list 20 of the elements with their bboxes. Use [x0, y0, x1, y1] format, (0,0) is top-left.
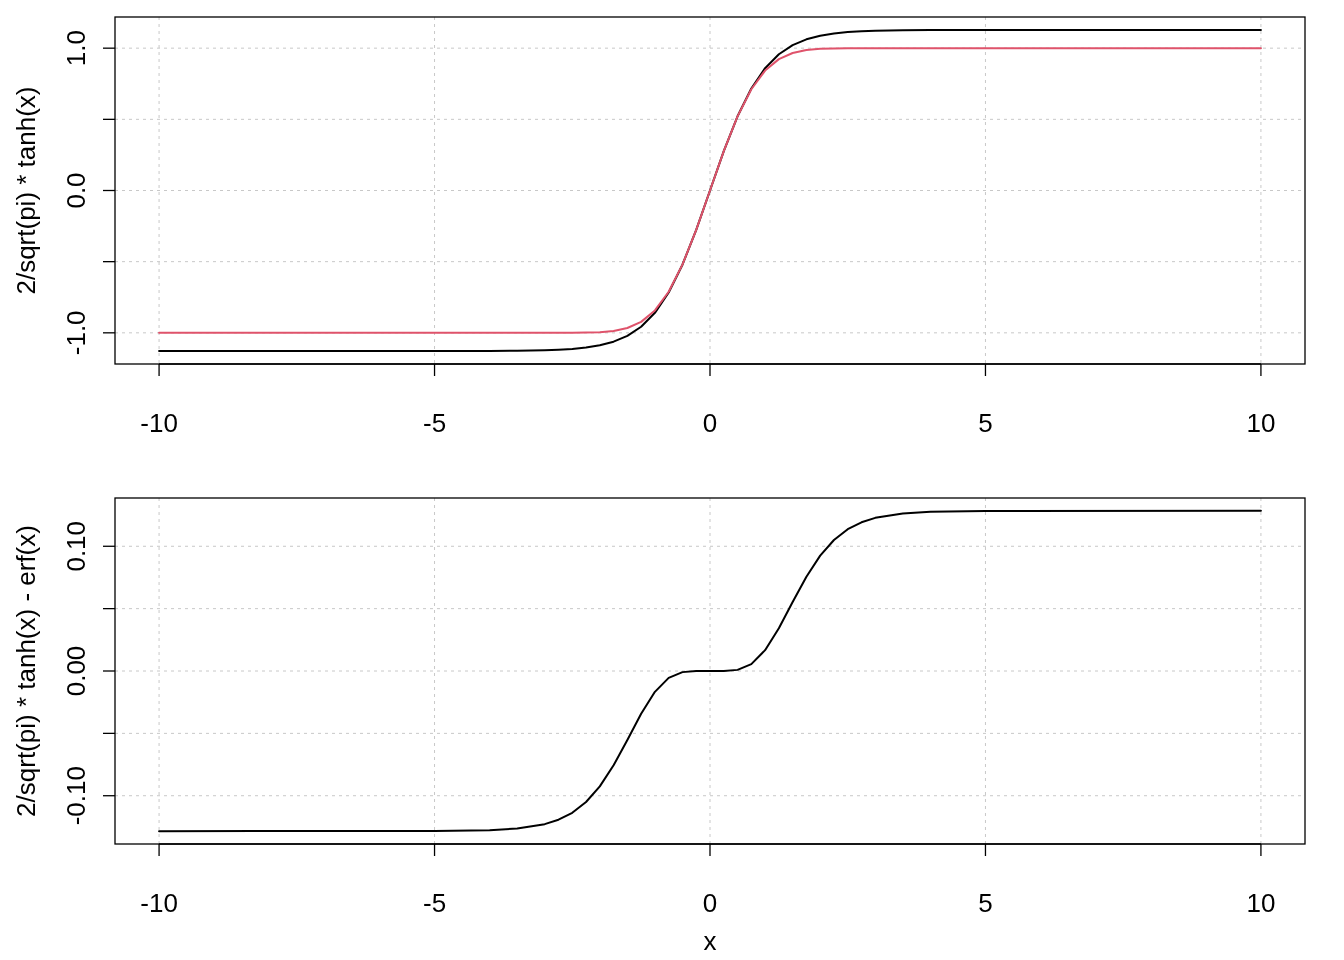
y-tick-label: 1.0 [61, 30, 91, 67]
x-tick-label: 5 [978, 408, 993, 438]
x-tick-label: 0 [702, 888, 718, 918]
y-tick-label: -1.0 [61, 310, 91, 356]
y-tick-label: -0.10 [61, 766, 91, 826]
y-tick-label: 0.00 [61, 645, 91, 697]
x-tick-label: 5 [978, 888, 993, 918]
x-tick-label: 10 [1246, 408, 1276, 438]
x-tick-label: -5 [422, 408, 447, 438]
x-axis-title: x [703, 926, 717, 956]
y-tick-label: 0.10 [61, 520, 91, 572]
y-tick-label: 0.0 [61, 172, 91, 209]
y-axis-title: 2/sqrt(pi) * tanh(x) [11, 86, 41, 295]
line-series [158, 509, 1262, 833]
x-tick-label: -5 [422, 888, 447, 918]
y-axis-title: 2/sqrt(pi) * tanh(x) - erf(x) [11, 525, 41, 817]
x-tick-label: -10 [140, 888, 178, 918]
x-tick-label: -10 [140, 408, 178, 438]
x-tick-label: 0 [702, 408, 718, 438]
x-tick-label: 10 [1246, 888, 1276, 918]
